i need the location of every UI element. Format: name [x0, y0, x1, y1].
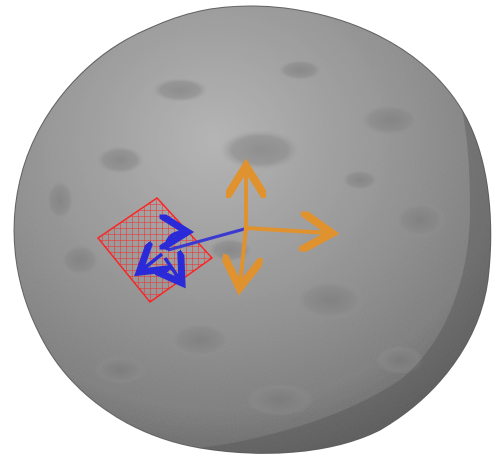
body-axes-icon[interactable]	[240, 170, 328, 284]
crater-field	[46, 60, 446, 416]
probe-axes-icon[interactable]	[142, 232, 184, 280]
limb-shading	[200, 110, 491, 454]
